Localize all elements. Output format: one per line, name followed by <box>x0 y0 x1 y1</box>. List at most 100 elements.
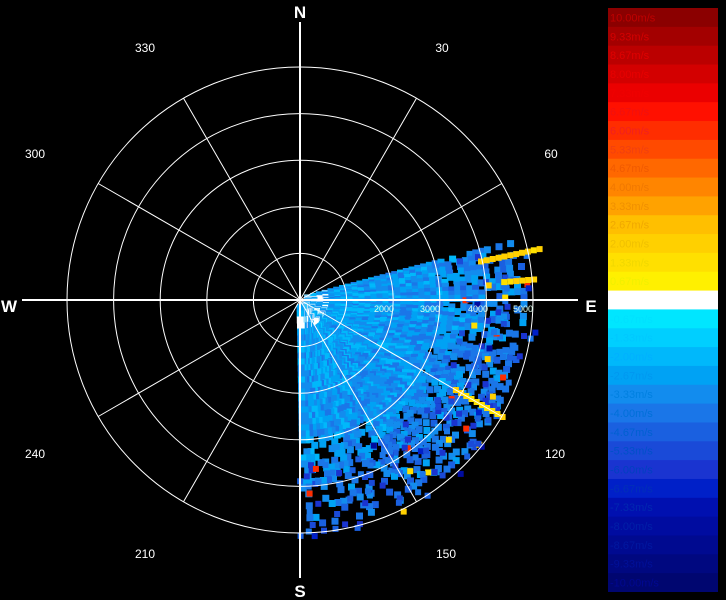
velocity-cell <box>471 322 478 329</box>
velocity-cell <box>415 489 422 496</box>
velocity-cell <box>387 457 393 464</box>
velocity-cell <box>476 325 484 332</box>
velocity-cell <box>445 436 452 443</box>
velocity-cell <box>366 492 373 499</box>
velocity-cell <box>379 424 387 431</box>
velocity-cell <box>494 266 502 274</box>
colorbar-label: -0.67m/s <box>610 314 653 326</box>
velocity-cell <box>334 449 342 457</box>
velocity-cell <box>378 431 386 439</box>
velocity-cell <box>495 277 503 285</box>
velocity-cell <box>361 459 369 467</box>
velocity-cell <box>336 480 344 488</box>
velocity-cell <box>532 329 539 336</box>
velocity-cell <box>423 309 431 317</box>
velocity-cell <box>441 340 449 348</box>
colorbar-cell <box>608 478 718 499</box>
velocity-cell <box>328 500 336 507</box>
velocity-cell <box>467 388 475 396</box>
velocity-cell <box>437 367 445 375</box>
velocity-cell <box>442 299 450 306</box>
velocity-cell <box>430 419 438 427</box>
velocity-cell <box>441 282 449 290</box>
velocity-cell <box>470 383 477 391</box>
velocity-cell <box>327 463 335 471</box>
velocity-cell <box>346 433 354 441</box>
colorbar-cell <box>608 573 718 592</box>
velocity-cell <box>443 404 451 411</box>
velocity-cell <box>393 457 400 464</box>
colorbar-cell <box>608 290 718 310</box>
colorbar-cell <box>608 83 718 103</box>
velocity-cell <box>499 260 507 267</box>
velocity-cell <box>460 341 468 349</box>
colorbar-label: -6.00m/s <box>610 465 653 477</box>
velocity-cell <box>337 461 345 469</box>
velocity-cell <box>319 519 327 527</box>
velocity-cell <box>354 524 361 531</box>
velocity-cell <box>520 300 528 308</box>
colorbar-cell <box>608 365 718 386</box>
velocity-cell <box>475 264 483 272</box>
velocity-cell <box>305 528 312 535</box>
velocity-cell <box>468 441 475 447</box>
velocity-cell <box>442 286 450 294</box>
velocity-cell <box>423 442 431 450</box>
colorbar-label: -8.67m/s <box>610 540 653 552</box>
angle-label-240: 240 <box>25 447 45 461</box>
velocity-cell <box>462 397 470 405</box>
velocity-cell <box>459 378 467 385</box>
velocity-cell <box>371 435 379 443</box>
velocity-cell <box>311 441 319 449</box>
angle-label-150: 150 <box>436 547 456 561</box>
velocity-cell <box>436 339 444 347</box>
colorbar-label: -7.33m/s <box>610 502 653 514</box>
velocity-cell <box>424 288 432 295</box>
colorbar-label: 2.00m/s <box>610 238 650 250</box>
velocity-cell <box>378 459 385 467</box>
velocity-cell <box>313 423 320 431</box>
velocity-cell <box>365 484 373 492</box>
velocity-cell <box>457 267 465 275</box>
velocity-cell <box>429 310 437 317</box>
velocity-cell <box>434 423 442 431</box>
velocity-cell <box>502 274 509 281</box>
velocity-cell <box>446 376 454 384</box>
velocity-cell <box>434 397 441 404</box>
spoke-line <box>183 97 301 301</box>
velocity-cell <box>471 444 478 451</box>
velocity-cell <box>346 446 354 454</box>
velocity-cell <box>396 495 403 502</box>
south-label: S <box>294 582 305 600</box>
velocity-cell <box>503 366 511 373</box>
colorbar-label: -4.00m/s <box>610 408 653 420</box>
spoke-line <box>299 299 417 503</box>
velocity-cell <box>367 462 374 469</box>
velocity-cell <box>452 321 460 329</box>
velocity-cell <box>523 252 530 259</box>
velocity-cell <box>351 476 359 484</box>
velocity-cell <box>429 313 437 321</box>
velocity-cell <box>474 415 481 422</box>
velocity-cell <box>496 293 503 300</box>
colorbar-cell <box>608 26 718 47</box>
velocity-cell <box>403 451 411 459</box>
velocity-cell <box>504 303 511 310</box>
velocity-cell <box>464 271 472 279</box>
velocity-cell <box>424 298 432 306</box>
velocity-cell <box>446 388 454 396</box>
velocity-cell <box>429 276 436 284</box>
velocity-cell <box>485 417 492 424</box>
colorbar-label: 3.33m/s <box>610 201 650 213</box>
velocity-cell <box>446 269 454 277</box>
colorbar-label: -8.00m/s <box>610 521 653 533</box>
velocity-cell <box>420 475 428 483</box>
colorbar-label: -3.33m/s <box>610 389 653 401</box>
velocity-cell <box>430 295 438 303</box>
velocity-cell <box>469 265 477 273</box>
colorbar-cell <box>608 121 718 141</box>
velocity-cell <box>460 303 468 311</box>
velocity-cell <box>470 310 477 317</box>
velocity-cell <box>428 321 436 329</box>
colorbar-cell <box>608 347 718 367</box>
